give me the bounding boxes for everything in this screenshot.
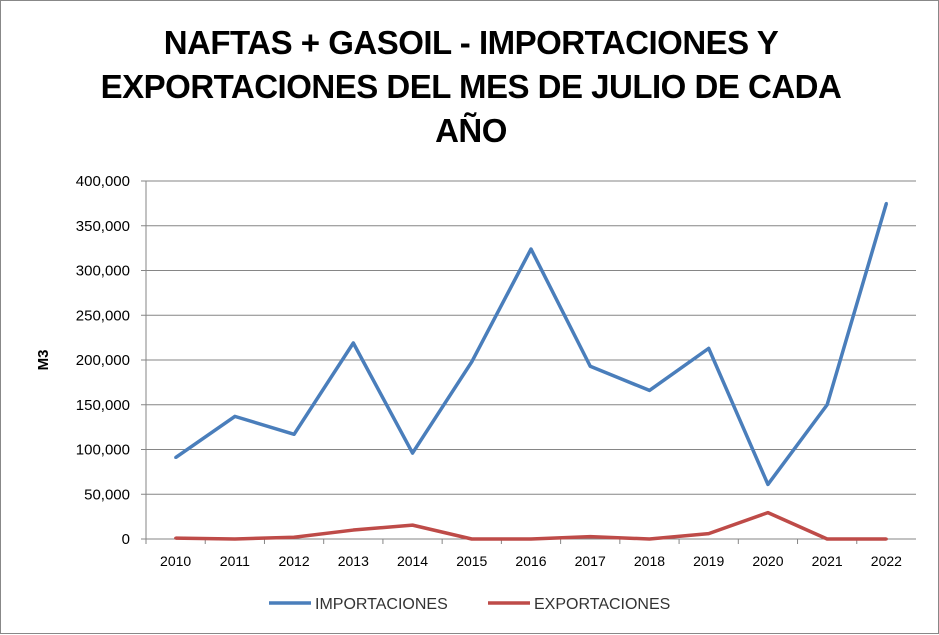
data-point-exportaciones xyxy=(825,537,829,541)
chart-title: NAFTAS + GASOIL - IMPORTACIONES Y EXPORT… xyxy=(61,21,881,153)
x-tick-label: 2022 xyxy=(871,553,902,569)
data-point-importaciones xyxy=(588,364,592,368)
data-point-importaciones xyxy=(470,360,474,364)
data-point-importaciones xyxy=(292,432,296,436)
data-point-exportaciones xyxy=(647,537,651,541)
data-point-exportaciones xyxy=(529,537,533,541)
data-point-exportaciones xyxy=(766,511,770,515)
data-point-exportaciones xyxy=(884,537,888,541)
data-point-importaciones xyxy=(884,201,888,205)
data-point-exportaciones xyxy=(470,537,474,541)
data-point-importaciones xyxy=(647,388,651,392)
x-tick-label: 2012 xyxy=(278,553,309,569)
x-tick-label: 2019 xyxy=(693,553,724,569)
data-point-exportaciones xyxy=(351,528,355,532)
data-point-importaciones xyxy=(233,414,237,418)
data-point-exportaciones xyxy=(588,535,592,539)
x-tick-label: 2015 xyxy=(456,553,487,569)
data-point-exportaciones xyxy=(411,523,415,527)
data-point-exportaciones xyxy=(292,535,296,539)
x-tick-label: 2011 xyxy=(220,553,250,569)
legend-label: IMPORTACIONES xyxy=(315,596,448,613)
y-tick-label: 50,000 xyxy=(84,486,130,503)
chart-title-line: EXPORTACIONES DEL MES DE JULIO DE CADA xyxy=(100,68,842,105)
data-point-importaciones xyxy=(174,456,178,460)
x-tick-label: 2014 xyxy=(397,553,428,569)
x-tick-label: 2020 xyxy=(752,553,783,569)
series-line-exportaciones xyxy=(175,510,887,541)
data-point-exportaciones xyxy=(174,536,178,540)
data-point-exportaciones xyxy=(707,532,711,536)
y-tick-label: 250,000 xyxy=(76,307,130,324)
x-tick-label: 2017 xyxy=(575,553,606,569)
data-point-importaciones xyxy=(825,403,829,407)
x-tick-label: 2013 xyxy=(338,553,369,569)
y-tick-label: 150,000 xyxy=(76,397,130,414)
data-point-exportaciones xyxy=(233,537,237,541)
data-point-importaciones xyxy=(766,482,770,486)
chart-title-line: NAFTAS + GASOIL - IMPORTACIONES Y xyxy=(163,24,779,61)
legend-label: EXPORTACIONES xyxy=(534,596,670,613)
data-point-importaciones xyxy=(529,247,533,251)
x-tick-label: 2016 xyxy=(515,553,546,569)
y-tick-label: 350,000 xyxy=(76,218,130,235)
data-point-importaciones xyxy=(707,346,711,350)
y-tick-label: 300,000 xyxy=(76,263,130,280)
x-tick-label: 2010 xyxy=(160,553,191,569)
y-tick-label: 200,000 xyxy=(76,352,130,369)
data-point-importaciones xyxy=(411,451,415,455)
x-tick-label: 2021 xyxy=(812,553,843,569)
x-tick-label: 2018 xyxy=(634,553,665,569)
series-line-importaciones xyxy=(174,202,889,487)
y-tick-label: 100,000 xyxy=(76,442,130,459)
y-axis-label: M3 xyxy=(35,350,52,371)
data-point-importaciones xyxy=(351,341,355,345)
y-tick-label: 400,000 xyxy=(76,173,130,190)
chart-title-line: AÑO xyxy=(435,112,507,149)
y-tick-label: 0 xyxy=(122,531,130,548)
